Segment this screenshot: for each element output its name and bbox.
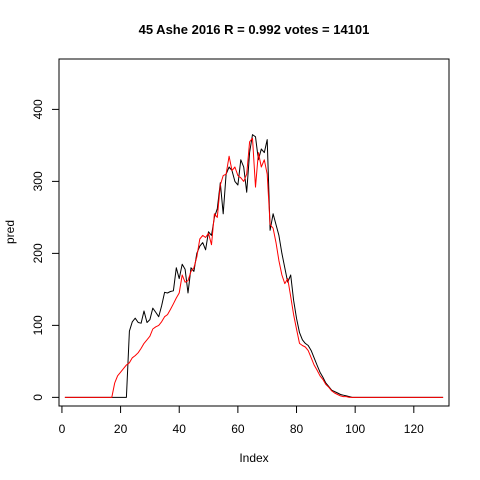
y-tick-label: 100 xyxy=(31,315,45,335)
x-tick-label: 0 xyxy=(59,422,66,436)
y-tick-label: 300 xyxy=(31,171,45,191)
x-tick-label: 40 xyxy=(173,422,187,436)
x-tick-label: 80 xyxy=(290,422,304,436)
y-tick-label: 400 xyxy=(31,99,45,119)
chart-title: 45 Ashe 2016 R = 0.992 votes = 14101 xyxy=(139,22,370,37)
y-tick-label: 0 xyxy=(31,394,45,401)
plot-frame xyxy=(58,58,450,407)
x-tick-label: 20 xyxy=(114,422,128,436)
y-axis-label: pred xyxy=(3,220,17,244)
x-axis-label: Index xyxy=(239,451,268,465)
x-tick-label: 120 xyxy=(404,422,424,436)
x-tick-label: 100 xyxy=(345,422,365,436)
axis-ticks: 0 20 40 60 80 100 120 0 100 200 300 400 xyxy=(31,99,424,436)
series-line-2 xyxy=(64,137,444,398)
x-tick-label: 60 xyxy=(231,422,245,436)
y-tick-label: 200 xyxy=(31,243,45,263)
series-layer xyxy=(64,134,444,398)
